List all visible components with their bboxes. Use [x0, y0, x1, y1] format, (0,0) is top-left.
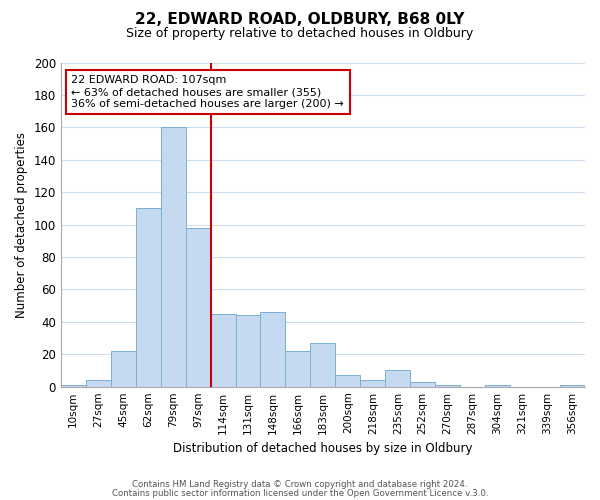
- Text: Size of property relative to detached houses in Oldbury: Size of property relative to detached ho…: [127, 28, 473, 40]
- Bar: [560, 385, 585, 386]
- Bar: [310, 343, 335, 386]
- Y-axis label: Number of detached properties: Number of detached properties: [15, 132, 28, 318]
- Bar: [161, 128, 185, 386]
- Bar: [211, 314, 236, 386]
- Bar: [385, 370, 410, 386]
- Text: Contains HM Land Registry data © Crown copyright and database right 2024.: Contains HM Land Registry data © Crown c…: [132, 480, 468, 489]
- Bar: [361, 380, 385, 386]
- Bar: [485, 385, 510, 386]
- Text: 22 EDWARD ROAD: 107sqm
← 63% of detached houses are smaller (355)
36% of semi-de: 22 EDWARD ROAD: 107sqm ← 63% of detached…: [71, 76, 344, 108]
- Bar: [86, 380, 111, 386]
- Text: 22, EDWARD ROAD, OLDBURY, B68 0LY: 22, EDWARD ROAD, OLDBURY, B68 0LY: [135, 12, 465, 28]
- X-axis label: Distribution of detached houses by size in Oldbury: Distribution of detached houses by size …: [173, 442, 473, 455]
- Bar: [185, 228, 211, 386]
- Bar: [111, 351, 136, 386]
- Bar: [236, 316, 260, 386]
- Bar: [136, 208, 161, 386]
- Bar: [61, 385, 86, 386]
- Bar: [260, 312, 286, 386]
- Text: Contains public sector information licensed under the Open Government Licence v.: Contains public sector information licen…: [112, 488, 488, 498]
- Bar: [410, 382, 435, 386]
- Bar: [435, 385, 460, 386]
- Bar: [335, 376, 361, 386]
- Bar: [286, 351, 310, 386]
